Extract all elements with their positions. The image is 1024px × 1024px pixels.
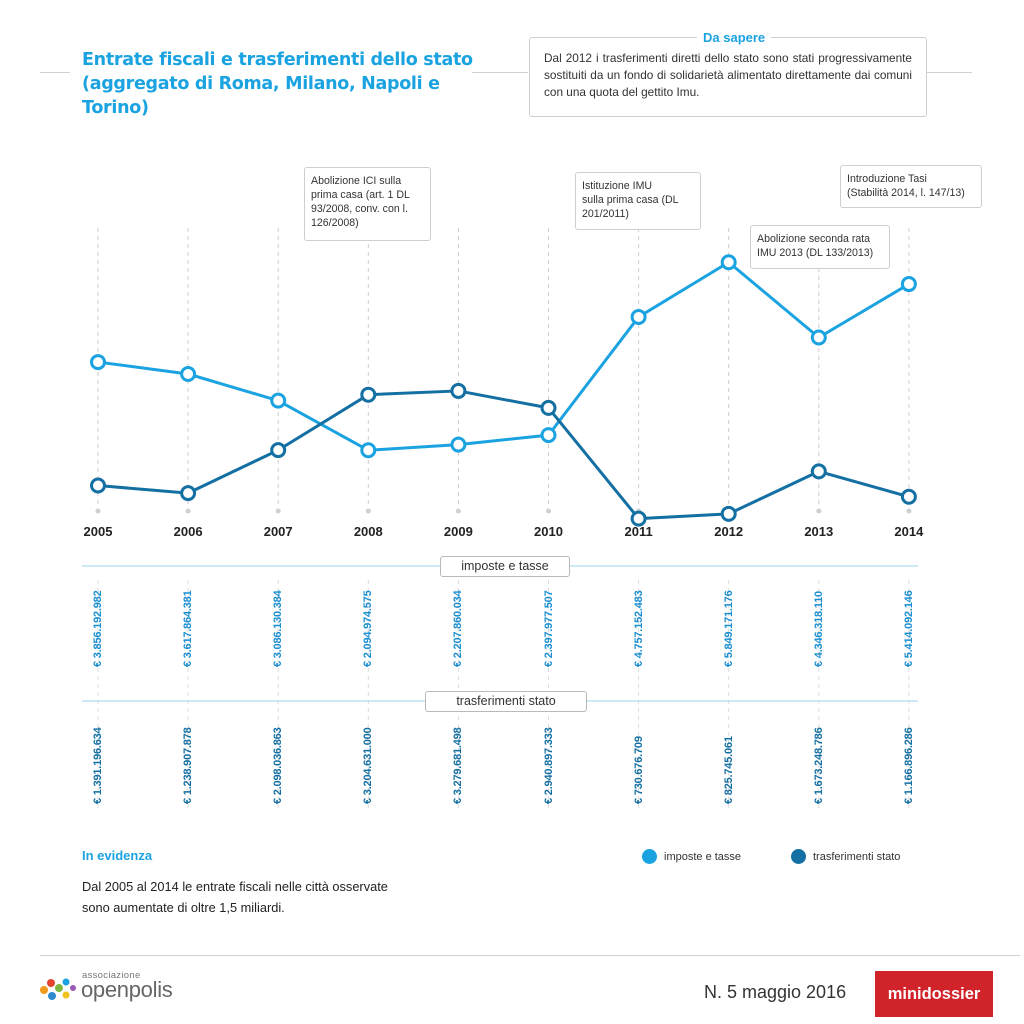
annotation-line: Abolizione ICI sulla (311, 175, 402, 187)
data-label-imposte-2013: € 4.346.318.110 (812, 591, 825, 667)
data-label-imposte-2011: € 4.757.152.483 (632, 590, 645, 667)
chart-title: Entrate fiscali e trasferimenti dello st… (82, 48, 502, 120)
data-point-1-2009 (450, 382, 467, 399)
x-tick-label: 2008 (353, 524, 383, 539)
openpolis-logo-icon (40, 978, 76, 1000)
baseline-dot-2013 (816, 508, 822, 514)
data-label-trasferimenti-2014: € 1.166.896.286 (902, 727, 915, 804)
footer-rule (40, 955, 1020, 956)
chart-title-line1: Entrate fiscali e trasferimenti dello st… (82, 50, 473, 70)
baseline-dot-2005 (95, 508, 101, 514)
data-point-0-2008 (360, 442, 377, 459)
data-point-1-2008 (360, 386, 377, 403)
annotation-line: Introduzione Tasi (847, 173, 927, 185)
x-tick-label: 2013 (804, 524, 834, 539)
data-label-imposte-2009: € 2.207.860.034 (452, 590, 465, 667)
logo-name: openpolis (81, 977, 173, 1002)
data-label-trasferimenti-2008: € 3.204.631.000 (362, 727, 375, 804)
data-label-imposte-2007: € 3.086.130.384 (272, 590, 285, 667)
data-point-0-2009 (450, 436, 467, 453)
data-label-imposte-2012: € 5.849.171.176 (722, 590, 735, 667)
annotation-line: 93/2008, conv. con l. (311, 203, 408, 215)
da-sapere-text: Dal 2012 i trasferimenti diretti dello s… (544, 51, 912, 99)
series-line-1 (97, 389, 910, 521)
title-rule-left (40, 72, 70, 73)
data-point-1-2006 (180, 485, 197, 502)
data-point-0-2014 (900, 276, 917, 293)
data-point-0-2007 (270, 392, 287, 409)
data-point-0-2012 (720, 254, 737, 271)
x-tick-label: 2014 (894, 524, 924, 539)
annotation-line: (Stabilità 2014, l. 147/13) (847, 187, 965, 199)
evidenza-title: In evidenza (82, 848, 153, 863)
annotation-2013: Abolizione seconda rata IMU 2013 (DL 133… (750, 225, 890, 269)
data-label-trasferimenti-2005: € 1.391.196.634 (92, 727, 104, 804)
baseline-dot-2008 (365, 508, 371, 514)
data-label-trasferimenti-2010: € 2.940.897.333 (542, 727, 555, 804)
data-label-trasferimenti-2007: € 2.098.036.863 (272, 727, 285, 804)
annotation-2008: Abolizione ICI sulla prima casa (art. 1 … (304, 167, 431, 241)
series-line-0 (97, 260, 910, 452)
data-label-trasferimenti-2012: € 825.745.061 (722, 736, 735, 804)
data-point-0-2011 (630, 308, 647, 325)
chart-title-line2: (aggregato di Roma, Milano, Napoli e Tor… (82, 74, 440, 118)
annotation-line: prima casa (art. 1 DL (311, 189, 410, 201)
data-point-1-2011 (630, 510, 647, 527)
annotation-2011: Istituzione IMU sulla prima casa (DL 201… (575, 172, 701, 230)
data-label-trasferimenti-2006: € 1.238.907.878 (182, 727, 195, 804)
annotation-2014: Introduzione Tasi (Stabilità 2014, l. 14… (840, 165, 982, 208)
data-label-imposte-2006: € 3.617.864.381 (182, 590, 195, 667)
table-label-trasferimenti: trasferimenti stato (425, 691, 587, 712)
annotation-line: sulla prima casa (DL (582, 194, 679, 206)
table-label-imposte: imposte e tasse (440, 556, 570, 577)
data-point-0-2013 (810, 329, 827, 346)
x-tick-label: 2010 (534, 524, 563, 539)
title-rule-middle (472, 72, 528, 73)
x-tick-label: 2005 (83, 524, 113, 539)
data-point-1-2012 (720, 505, 737, 522)
da-sapere-box: Dal 2012 i trasferimenti diretti dello s… (529, 37, 927, 117)
data-label-trasferimenti-2009: € 3.279.681.498 (452, 727, 465, 804)
data-point-0-2006 (180, 365, 197, 382)
data-point-1-2014 (900, 488, 917, 505)
data-label-trasferimenti-2011: € 730.676.709 (632, 736, 645, 804)
annotation-line: 201/2011) (582, 208, 629, 220)
baseline-dot-2014 (906, 508, 912, 514)
x-tick-label: 2012 (714, 524, 744, 539)
data-label-trasferimenti-2013: € 1.673.248.786 (812, 727, 825, 804)
data-point-1-2007 (270, 442, 287, 459)
data-point-1-2013 (810, 463, 827, 480)
data-point-1-2005 (90, 477, 106, 494)
baseline-dot-2006 (185, 508, 191, 514)
baseline-dot-2007 (275, 508, 281, 514)
annotation-line: IMU 2013 (DL 133/2013) (757, 247, 874, 259)
data-label-imposte-2008: € 2.094.974.575 (362, 590, 375, 667)
legend-dot-imposte (642, 849, 657, 864)
data-point-0-2010 (540, 427, 557, 444)
data-label-imposte-2010: € 2.397.977.507 (542, 590, 555, 667)
data-label-imposte-2014: € 5.414.092.146 (902, 590, 915, 667)
evidenza-text: Dal 2005 al 2014 le entrate fiscali nell… (82, 879, 388, 915)
legend-label-imposte: imposte e tasse (664, 851, 742, 863)
legend-label-trasferimenti: trasferimenti stato (813, 851, 901, 863)
legend-dot-trasferimenti (791, 849, 806, 864)
annotation-line: Istituzione IMU (582, 180, 653, 192)
data-point-1-2010 (540, 399, 557, 416)
baseline-dot-2009 (455, 508, 461, 514)
issue-date: N. 5 maggio 2016 (704, 982, 847, 1002)
x-tick-label: 2007 (263, 524, 293, 539)
annotation-line: 126/2008) (311, 217, 359, 229)
title-rule-right (926, 72, 972, 73)
minidossier-badge: minidossier (875, 971, 993, 1017)
x-tick-label: 2006 (173, 524, 203, 539)
x-tick-label: 2011 (624, 524, 653, 539)
logo-association: associazione (82, 970, 141, 981)
annotation-line: Abolizione seconda rata (757, 233, 871, 245)
x-tick-label: 2009 (443, 524, 473, 539)
baseline-dot-2010 (546, 508, 551, 514)
data-point-0-2005 (90, 354, 106, 371)
data-label-imposte-2005: € 3.856.192.982 (92, 590, 104, 667)
da-sapere-label: Da sapere (697, 30, 772, 45)
